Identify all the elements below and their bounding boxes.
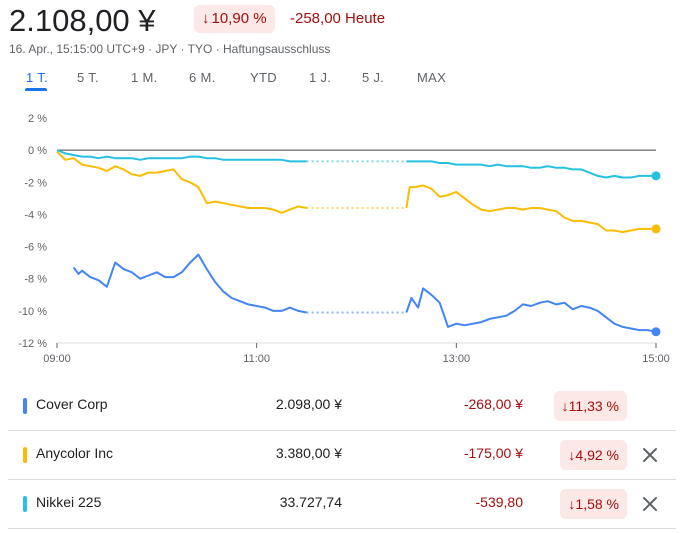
- y-tick-label: -10 %: [18, 306, 47, 318]
- tab-1m[interactable]: 1 M.: [131, 70, 158, 85]
- tab-6m[interactable]: 6 M.: [189, 70, 216, 85]
- active-tab-underline: [25, 88, 47, 91]
- comparison-percent: 4,92 %: [575, 447, 619, 463]
- y-tick-label: -12 %: [18, 338, 47, 350]
- series-line: [56, 149, 307, 163]
- y-tick-label: -6 %: [24, 242, 47, 254]
- x-tick-label: 13:00: [443, 353, 471, 365]
- comparison-row-cover[interactable]: Cover Corp 2.098,00 ¥ -268,00 ¥ ↓11,33 %: [8, 382, 676, 431]
- comparison-percent: 11,33 %: [568, 398, 619, 414]
- x-tick-label: 11:00: [243, 353, 270, 365]
- comparison-row-nikkei[interactable]: Nikkei 225 33.727,74 -539,80 ↓1,58 %: [8, 480, 676, 529]
- change-percent-value: 10,90 %: [211, 10, 267, 27]
- series-color-swatch: [23, 398, 27, 414]
- series-line: [405, 287, 657, 333]
- close-icon[interactable]: [638, 492, 662, 516]
- arrow-down-icon: ↓: [202, 10, 210, 27]
- comparison-name: Nikkei 225: [36, 494, 102, 510]
- tab-ytd[interactable]: YTD: [250, 70, 277, 85]
- quote-meta: 16. Apr., 15:15:00 UTC+9 · JPY · TYO · H…: [9, 42, 331, 56]
- tab-1d[interactable]: 1 T.: [26, 70, 48, 85]
- comparison-percent-badge: ↓11,33 %: [553, 391, 627, 421]
- tab-max[interactable]: MAX: [417, 70, 447, 85]
- series-line: [405, 184, 656, 234]
- tab-5y[interactable]: 5 J.: [362, 70, 385, 85]
- price-chart[interactable]: 2 % 0 % -2 % -4 % -6 % -8 % -10 % -12 % 09:00 11…: [0, 100, 684, 375]
- comparison-change: -175,00 ¥: [463, 445, 523, 461]
- arrow-down-icon: ↓: [568, 447, 576, 463]
- range-tabs: 1 T. 5 T. 1 M. 6 M. YTD 1 J. 5 J. MAX: [0, 66, 684, 96]
- x-tick-label: 15:00: [642, 353, 670, 365]
- comparison-value: 2.098,00 ¥: [275, 396, 342, 412]
- comparison-percent-badge: ↓1,58 %: [560, 489, 627, 519]
- comparison-row-anycolor[interactable]: Anycolor Inc 3.380,00 ¥ -175,00 ¥ ↓4,92 …: [8, 431, 676, 480]
- comparison-change: -539,80: [475, 494, 523, 510]
- series-end-point: [651, 171, 661, 181]
- comparison-name: Cover Corp: [36, 396, 108, 412]
- y-tick-label: 2 %: [28, 113, 47, 125]
- arrow-down-icon: ↓: [561, 398, 569, 414]
- close-icon[interactable]: [638, 443, 662, 467]
- series-color-swatch: [23, 496, 27, 512]
- y-tick-label: -8 %: [24, 274, 47, 286]
- y-tick-label: -4 %: [24, 209, 47, 221]
- comparison-value: 3.380,00 ¥: [275, 445, 342, 461]
- change-percent-badge: ↓ 10,90 %: [194, 5, 275, 33]
- series-line: [406, 160, 656, 179]
- series-end-point: [651, 224, 661, 234]
- series-end-point: [651, 327, 661, 337]
- series-color-swatch: [23, 447, 27, 463]
- y-tick-label: -2 %: [24, 177, 47, 189]
- tab-5d[interactable]: 5 T.: [77, 70, 99, 85]
- tab-1y[interactable]: 1 J.: [309, 70, 332, 85]
- current-price: 2.108,00 ¥: [9, 3, 156, 38]
- comparison-percent-badge: ↓4,92 %: [560, 440, 627, 470]
- change-absolute: -258,00 Heute: [290, 10, 386, 27]
- comparison-percent: 1,58 %: [575, 496, 619, 512]
- y-tick-label: 0 %: [28, 145, 47, 157]
- series-line: [56, 151, 307, 214]
- series-line: [72, 253, 307, 314]
- comparison-name: Anycolor Inc: [36, 445, 114, 461]
- comparison-change: -268,00 ¥: [463, 396, 523, 412]
- x-tick-label: 09:00: [43, 353, 71, 365]
- comparison-value: 33.727,74: [279, 494, 342, 510]
- arrow-down-icon: ↓: [568, 496, 576, 512]
